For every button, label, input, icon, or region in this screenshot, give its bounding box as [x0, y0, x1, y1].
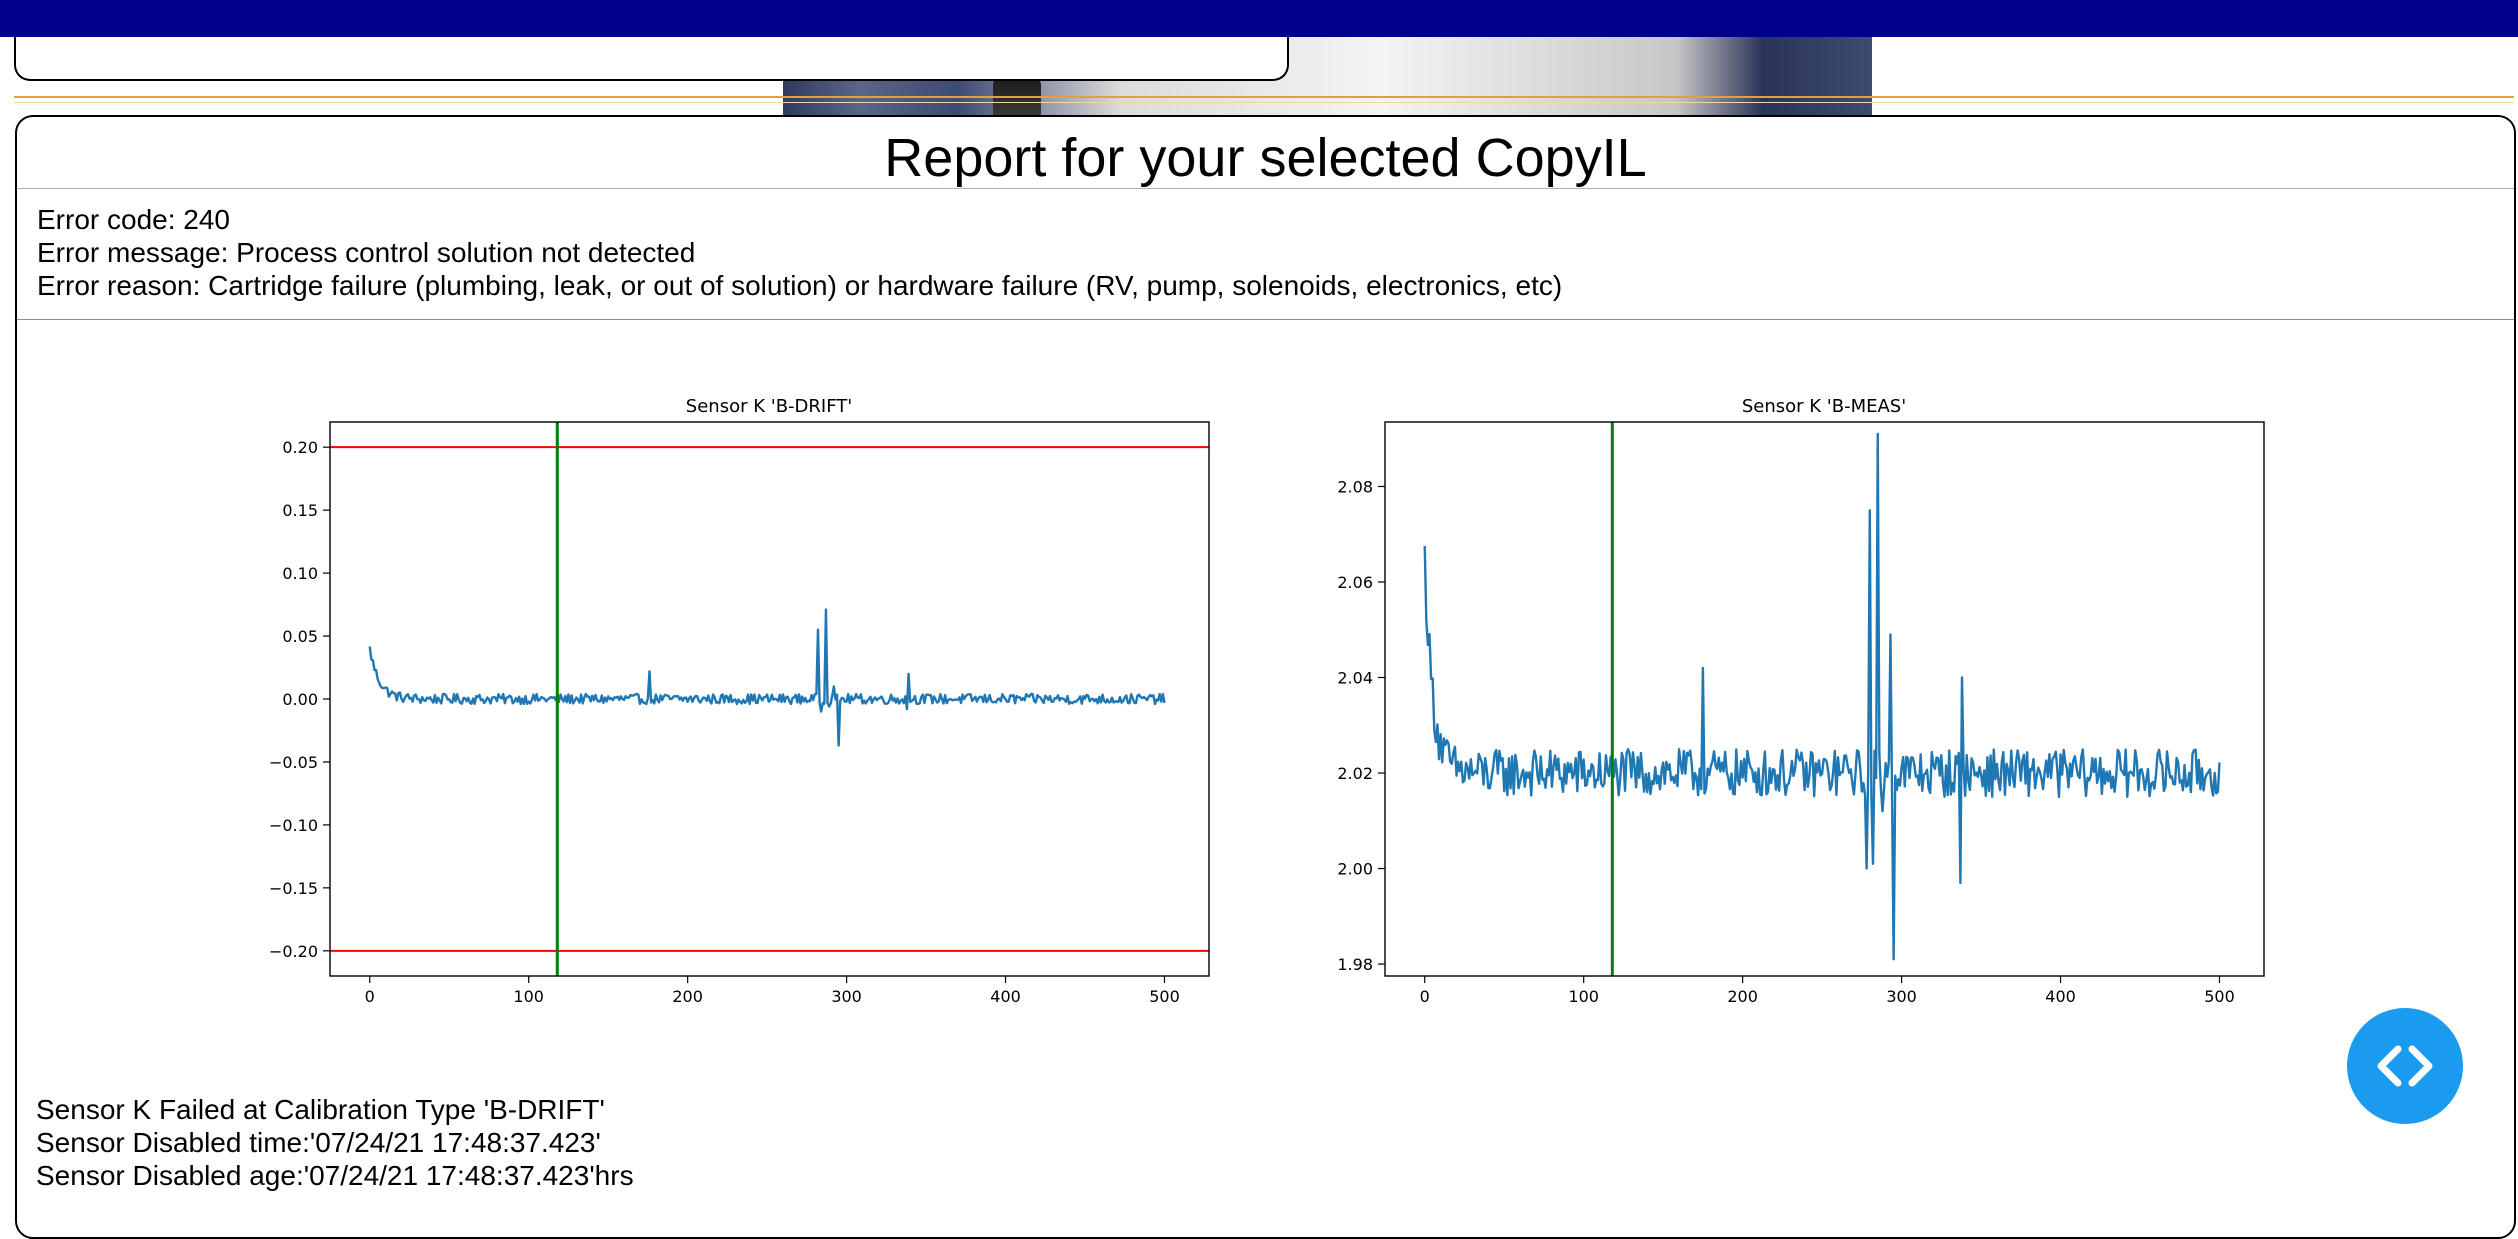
- y-tick-label: 2.00: [1337, 860, 1373, 879]
- y-tick-label: 1.98: [1337, 955, 1373, 974]
- y-tick-label: −0.15: [269, 879, 318, 898]
- y-tick-label: −0.10: [269, 816, 318, 835]
- y-tick-label: −0.05: [269, 753, 318, 772]
- x-tick-label: 0: [365, 987, 375, 1006]
- report-title: Report for your selected CopyIL: [884, 128, 1647, 188]
- chart-b-meas: Sensor K 'B-MEAS' 0 100 200 300 400 500 2.08 2.…: [1337, 396, 2265, 1006]
- x-tick-label: 200: [672, 987, 703, 1006]
- report-panel: Report for your selected CopyIL Error co…: [15, 115, 2516, 1239]
- y-tick-label: 2.02: [1337, 764, 1373, 783]
- x-tick-label: 300: [1886, 987, 1917, 1006]
- error-message: Error message: Process control solution …: [37, 237, 696, 268]
- embed-code-button[interactable]: [2347, 1008, 2463, 1124]
- top-nav-bar: [0, 0, 2518, 37]
- disabled-age: Sensor Disabled age:'07/24/21 17:48:37.4…: [36, 1160, 634, 1191]
- error-divider: [17, 319, 2514, 320]
- x-tick-label: 100: [1568, 987, 1599, 1006]
- code-brackets-icon: [2377, 1045, 2433, 1087]
- title-divider: [17, 188, 2514, 189]
- y-tick-label: 2.08: [1337, 477, 1373, 496]
- chart-title: Sensor K 'B-DRIFT': [686, 396, 852, 417]
- y-tick-label: 0.20: [282, 438, 318, 457]
- x-tick-label: 0: [1420, 987, 1430, 1006]
- chart-b-drift: Sensor K 'B-DRIFT' 0 100 200 300 400 500 0.20 0…: [269, 396, 1210, 1006]
- y-tick-label: 2.04: [1337, 669, 1373, 688]
- x-tick-label: 400: [2045, 987, 2076, 1006]
- y-tick-label: −0.20: [269, 942, 318, 961]
- x-tick-label: 400: [990, 987, 1021, 1006]
- failure-calibration-type: Sensor K Failed at Calibration Type 'B-D…: [36, 1094, 605, 1125]
- section-divider: [14, 96, 2514, 103]
- top-panel: [14, 37, 1289, 81]
- x-tick-label: 300: [831, 987, 862, 1006]
- chart-title: Sensor K 'B-MEAS': [1742, 396, 1906, 417]
- x-tick-label: 200: [1727, 987, 1758, 1006]
- series-line: [1423, 432, 2221, 961]
- error-reason: Error reason: Cartridge failure (plumbin…: [37, 270, 1563, 301]
- x-tick-label: 100: [513, 987, 544, 1006]
- error-details: Error code: 240 Error message: Process c…: [37, 203, 1562, 302]
- series-line: [368, 608, 1166, 747]
- x-tick-label: 500: [2204, 987, 2235, 1006]
- disabled-time: Sensor Disabled time:'07/24/21 17:48:37.…: [36, 1127, 601, 1158]
- y-tick-label: 0.15: [282, 501, 318, 520]
- x-tick-label: 500: [1149, 987, 1180, 1006]
- y-tick-label: 0.10: [282, 564, 318, 583]
- plot-frame: [1384, 421, 2265, 977]
- y-tick-label: 2.06: [1337, 573, 1373, 592]
- y-tick-label: 0.00: [282, 690, 318, 709]
- sensor-failure-details: Sensor K Failed at Calibration Type 'B-D…: [36, 1093, 634, 1192]
- error-code: Error code: 240: [37, 204, 230, 235]
- y-tick-label: 0.05: [282, 627, 318, 646]
